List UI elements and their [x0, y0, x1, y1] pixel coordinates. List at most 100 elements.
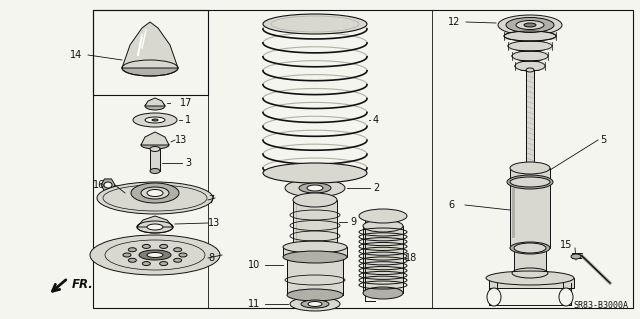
Text: 13: 13 [208, 218, 220, 228]
Ellipse shape [510, 242, 550, 254]
Text: 6: 6 [448, 200, 454, 210]
Bar [504, 32, 556, 40]
Ellipse shape [283, 251, 347, 263]
Bar [93, 10, 633, 308]
Ellipse shape [147, 253, 163, 257]
Ellipse shape [142, 262, 150, 265]
Text: FR.: FR. [72, 278, 93, 292]
Ellipse shape [147, 224, 163, 230]
Ellipse shape [263, 14, 367, 34]
Text: 14: 14 [70, 50, 83, 60]
Ellipse shape [141, 187, 169, 199]
Ellipse shape [504, 31, 556, 41]
Ellipse shape [145, 117, 165, 123]
Ellipse shape [123, 253, 131, 257]
Text: 17: 17 [180, 98, 193, 108]
Ellipse shape [263, 163, 367, 183]
Bar [508, 42, 552, 50]
Bar [150, 149, 160, 171]
Ellipse shape [293, 241, 337, 255]
Text: 9: 9 [350, 217, 356, 227]
Text: 11: 11 [248, 299, 260, 309]
Ellipse shape [133, 113, 177, 127]
Ellipse shape [139, 250, 171, 260]
Text: 3: 3 [185, 158, 191, 168]
Bar [563, 280, 571, 305]
Ellipse shape [287, 289, 343, 301]
Ellipse shape [363, 220, 403, 232]
Bar [363, 226, 403, 293]
Ellipse shape [90, 235, 220, 275]
Ellipse shape [285, 179, 345, 197]
Ellipse shape [559, 288, 573, 306]
Bar [93, 10, 208, 95]
Ellipse shape [97, 182, 213, 214]
Ellipse shape [512, 51, 548, 61]
Text: 13: 13 [175, 135, 188, 145]
Ellipse shape [515, 61, 545, 71]
Bar [512, 188, 515, 238]
Polygon shape [137, 216, 173, 227]
Text: 5: 5 [600, 135, 606, 145]
Bar [510, 168, 550, 248]
Bar [489, 278, 574, 288]
Ellipse shape [131, 183, 179, 203]
Ellipse shape [142, 244, 150, 249]
Ellipse shape [506, 18, 554, 33]
Bar [512, 52, 548, 60]
Ellipse shape [293, 193, 337, 207]
Text: 15: 15 [560, 240, 572, 250]
Bar [287, 257, 343, 295]
Ellipse shape [526, 68, 534, 72]
Bar [572, 253, 582, 258]
Ellipse shape [363, 287, 403, 299]
Bar [515, 62, 545, 70]
Ellipse shape [283, 241, 347, 253]
Ellipse shape [487, 288, 501, 306]
Bar [283, 247, 347, 257]
Text: 1: 1 [185, 115, 191, 125]
Ellipse shape [508, 41, 552, 51]
Ellipse shape [150, 146, 160, 152]
Text: 18: 18 [405, 253, 417, 263]
Ellipse shape [307, 185, 323, 191]
Polygon shape [122, 22, 178, 68]
Bar [514, 248, 546, 278]
Polygon shape [141, 132, 169, 145]
Ellipse shape [486, 271, 574, 285]
Text: 8: 8 [208, 253, 214, 263]
Ellipse shape [507, 175, 553, 189]
Ellipse shape [514, 273, 546, 283]
Ellipse shape [510, 177, 550, 187]
Polygon shape [145, 98, 165, 106]
Ellipse shape [308, 301, 322, 307]
Ellipse shape [150, 168, 160, 174]
Text: 10: 10 [248, 260, 260, 270]
Text: SR83-B3000A: SR83-B3000A [573, 301, 628, 310]
Ellipse shape [571, 254, 581, 259]
Ellipse shape [359, 209, 407, 223]
Bar [489, 280, 497, 305]
Text: 4: 4 [373, 115, 379, 125]
Text: 12: 12 [448, 17, 460, 27]
Ellipse shape [516, 20, 544, 29]
Ellipse shape [524, 23, 536, 27]
Ellipse shape [137, 221, 173, 233]
Ellipse shape [159, 244, 168, 249]
Ellipse shape [514, 243, 546, 253]
Bar [293, 200, 337, 248]
Ellipse shape [122, 60, 178, 76]
Ellipse shape [173, 248, 182, 252]
Ellipse shape [152, 119, 158, 121]
Ellipse shape [299, 183, 331, 193]
Ellipse shape [179, 253, 187, 257]
Ellipse shape [147, 189, 163, 197]
Bar [526, 70, 534, 168]
Ellipse shape [510, 162, 550, 174]
Text: 2: 2 [373, 183, 380, 193]
Ellipse shape [290, 297, 340, 311]
Ellipse shape [498, 15, 562, 35]
Ellipse shape [129, 248, 136, 252]
Ellipse shape [159, 262, 168, 265]
Ellipse shape [141, 141, 169, 149]
